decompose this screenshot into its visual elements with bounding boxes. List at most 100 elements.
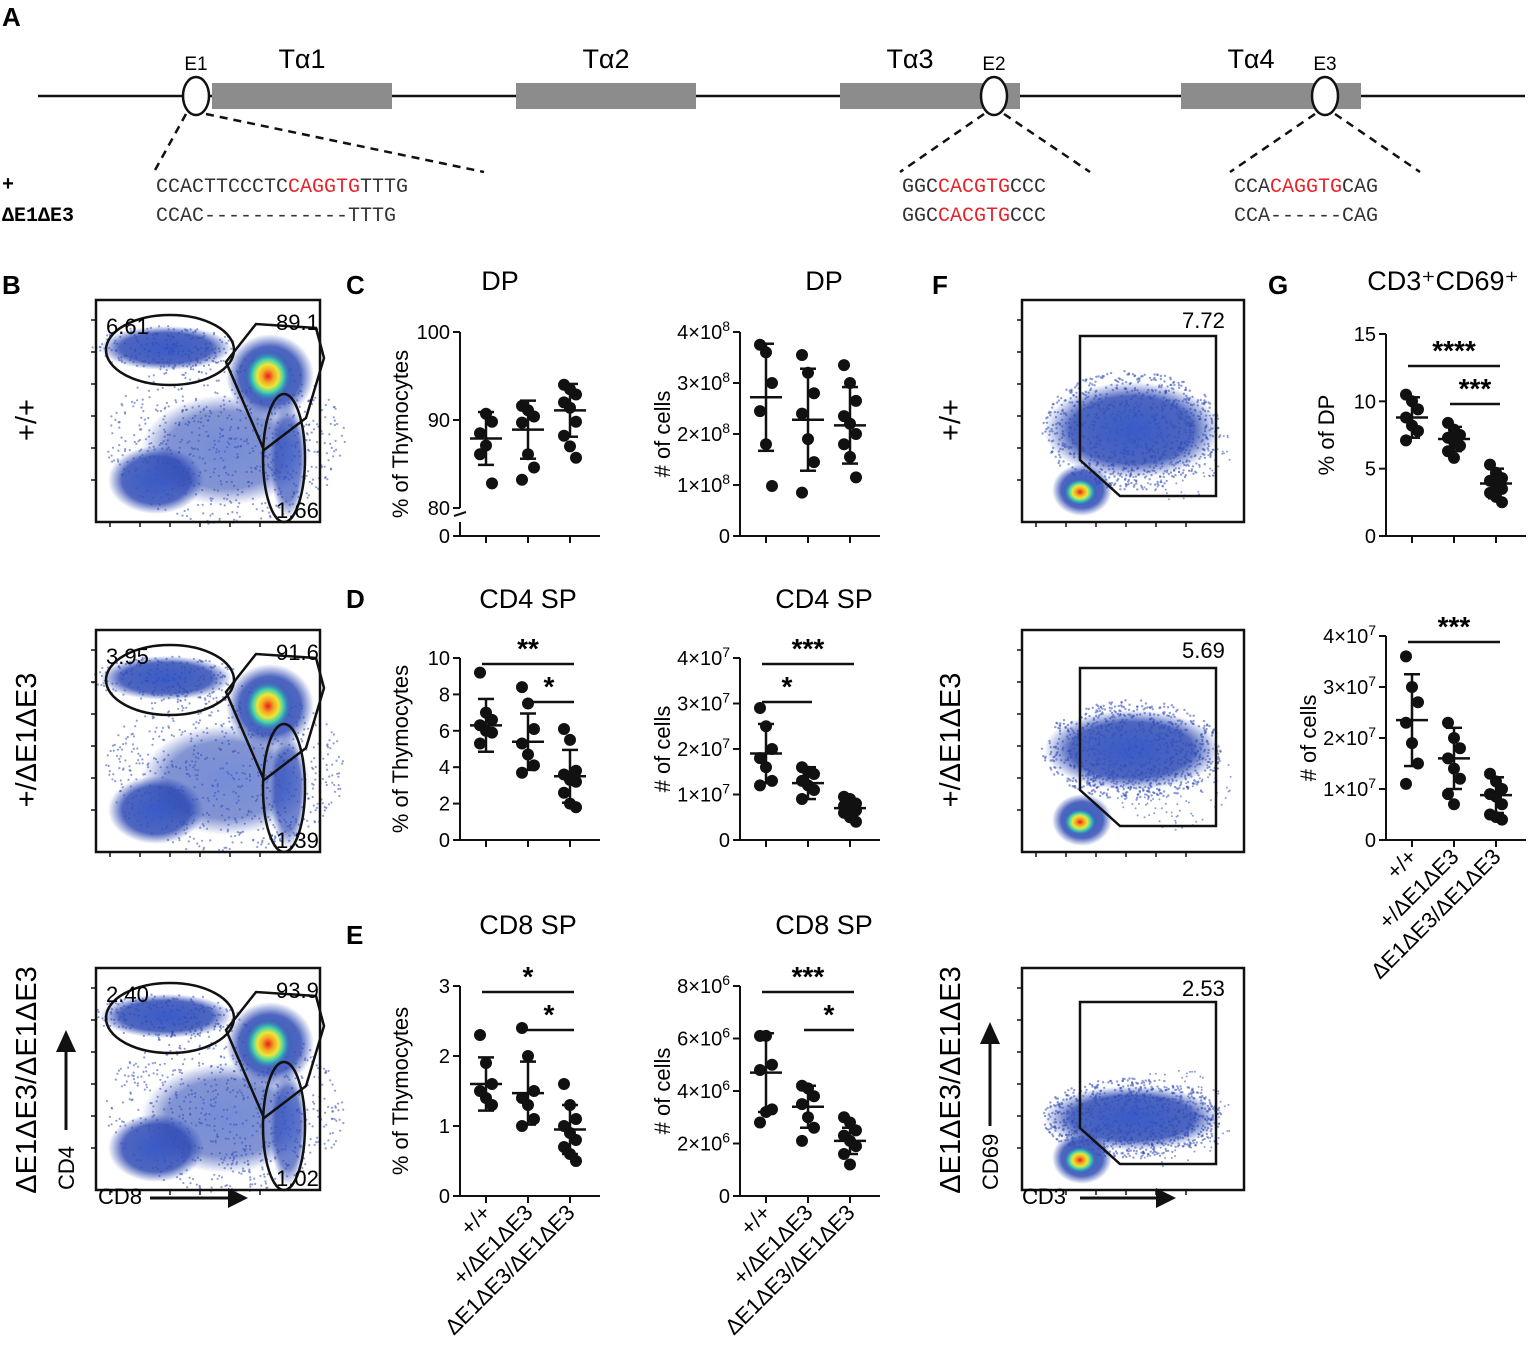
- panel-letter-e: E: [346, 920, 363, 950]
- seq-e1-mut: CCAC------------TTTG: [156, 205, 396, 228]
- y-tick-label: 1×107: [677, 781, 730, 807]
- plot-frame: [94, 298, 322, 524]
- data-point: [1454, 772, 1466, 785]
- plot-frame: [94, 628, 322, 854]
- data-point: [528, 1113, 540, 1125]
- data-point: [474, 427, 486, 440]
- seq-e1-wt: CCACTTCCCTCCAGGTGTTTG: [156, 176, 408, 199]
- y-axis-label: % of Thymocytes: [388, 1007, 413, 1175]
- data-point: [850, 394, 862, 407]
- data-point: [808, 456, 820, 469]
- gate-value-dp: 93.9: [276, 978, 319, 1003]
- gate-value-cd4sp: 6.61: [106, 314, 149, 339]
- data-point: [766, 743, 778, 755]
- row-label-f-wt: +/+: [935, 399, 967, 441]
- row-label-hom: ΔE1ΔE3/ΔE1ΔE3: [11, 966, 43, 1193]
- data-point: [1400, 434, 1412, 447]
- enhancer-label-e2: E2: [982, 54, 1005, 75]
- gate-cd3-cd69: [1078, 334, 1218, 498]
- cd69-arrow-head: [980, 1022, 1000, 1044]
- row-label-f-hom: ΔE1ΔE3/ΔE1ΔE3: [935, 966, 967, 1193]
- cd3-arrow-head: [1156, 1188, 1176, 1208]
- y-tick-label: 100: [417, 322, 450, 344]
- cd4-arrow-head: [56, 1030, 76, 1052]
- y-axis-label: # of cells: [650, 706, 675, 793]
- significance-label: *: [544, 999, 555, 1030]
- gate-cd8sp: [261, 722, 307, 854]
- y-tick-label: 3×108: [677, 369, 730, 395]
- data-point: [486, 1099, 498, 1111]
- data-point: [570, 764, 582, 777]
- significance-label: *: [523, 961, 534, 992]
- y-axis-label: % of Thymocytes: [388, 350, 413, 518]
- data-point: [766, 774, 778, 787]
- data-point: [528, 1085, 540, 1097]
- significance-label: ***: [792, 633, 825, 664]
- data-point: [570, 388, 582, 401]
- dot-plot-g-7: 0 1×107 2×107 3×107 4×107 # of cells ***: [1296, 611, 1526, 852]
- cd8-arrow-head: [228, 1188, 248, 1208]
- data-point: [486, 415, 498, 428]
- data-point: [1412, 403, 1424, 416]
- enhancer-label-e1: E1: [184, 54, 207, 75]
- plot-frame: [1020, 298, 1246, 524]
- data-point: [1412, 425, 1424, 437]
- row-label-f-het: +/ΔE1ΔE3: [935, 673, 967, 808]
- data-point: [850, 1140, 862, 1153]
- data-point: [486, 713, 498, 726]
- segment-ta2: [516, 83, 696, 109]
- y-tick-label: 10: [1354, 391, 1376, 413]
- significance-label: *: [544, 671, 555, 702]
- significance-label: *: [782, 671, 793, 702]
- y-tick-label: 0: [719, 830, 730, 852]
- data-point: [850, 471, 862, 484]
- y-tick-label: 1: [439, 1116, 450, 1138]
- data-point: [564, 733, 576, 746]
- data-point: [754, 752, 766, 765]
- data-point: [570, 1134, 582, 1146]
- data-point: [474, 666, 486, 679]
- y-tick-label: 4×107: [1323, 622, 1376, 648]
- data-point: [766, 1103, 778, 1116]
- data-point: [844, 1158, 856, 1171]
- flow-plot-b-0: 6.61 89.1 1.66: [91, 298, 346, 527]
- data-point: [516, 1022, 528, 1034]
- data-point: [486, 477, 498, 490]
- significance-label: ***: [1459, 373, 1492, 404]
- y-tick-label: 10: [428, 648, 450, 670]
- data-point: [1442, 788, 1454, 801]
- data-point: [528, 723, 540, 735]
- data-point: [1412, 757, 1424, 770]
- data-point: [796, 1098, 808, 1111]
- plot-frame: [1020, 966, 1246, 1192]
- data-point: [754, 1064, 766, 1076]
- row-label-het: +/ΔE1ΔE3: [11, 673, 43, 808]
- panel-letter-d: D: [346, 584, 365, 614]
- data-point: [570, 415, 582, 428]
- data-point: [486, 726, 498, 739]
- gate-cd8sp: [261, 392, 307, 524]
- data-point: [766, 1058, 778, 1071]
- y-tick-label: 1×108: [677, 471, 730, 497]
- y-tick-label: 6: [439, 721, 450, 743]
- y-tick-label: 2: [439, 794, 450, 816]
- data-point: [522, 697, 534, 710]
- cd8-axis-label: CD8: [98, 1184, 142, 1209]
- y-tick-label: 1×107: [1323, 775, 1376, 801]
- axis-break: [453, 511, 467, 517]
- gate-cd3-cd69: [1078, 666, 1218, 828]
- plot-frame: [94, 966, 322, 1192]
- data-point: [1454, 439, 1466, 452]
- seq-e3-wt: CCACAGGTGCAG: [1234, 176, 1378, 199]
- data-point: [474, 448, 486, 461]
- data-point: [754, 405, 766, 418]
- y-tick-label: 2×107: [677, 735, 730, 761]
- data-point: [570, 451, 582, 464]
- y-tick-label: 2×106: [677, 1130, 730, 1156]
- cd3-axis-label: CD3: [1022, 1184, 1066, 1209]
- panel-letter-f: F: [932, 270, 948, 300]
- panel-a: A Tα1 Tα2 Tα3 Tα4 E1 E2 E3 + ΔE1ΔE3 CCAC…: [2, 2, 1525, 228]
- dot-plot-c-0: 0 80 90 100% of Thymocytes: [388, 322, 600, 548]
- data-point: [838, 438, 850, 451]
